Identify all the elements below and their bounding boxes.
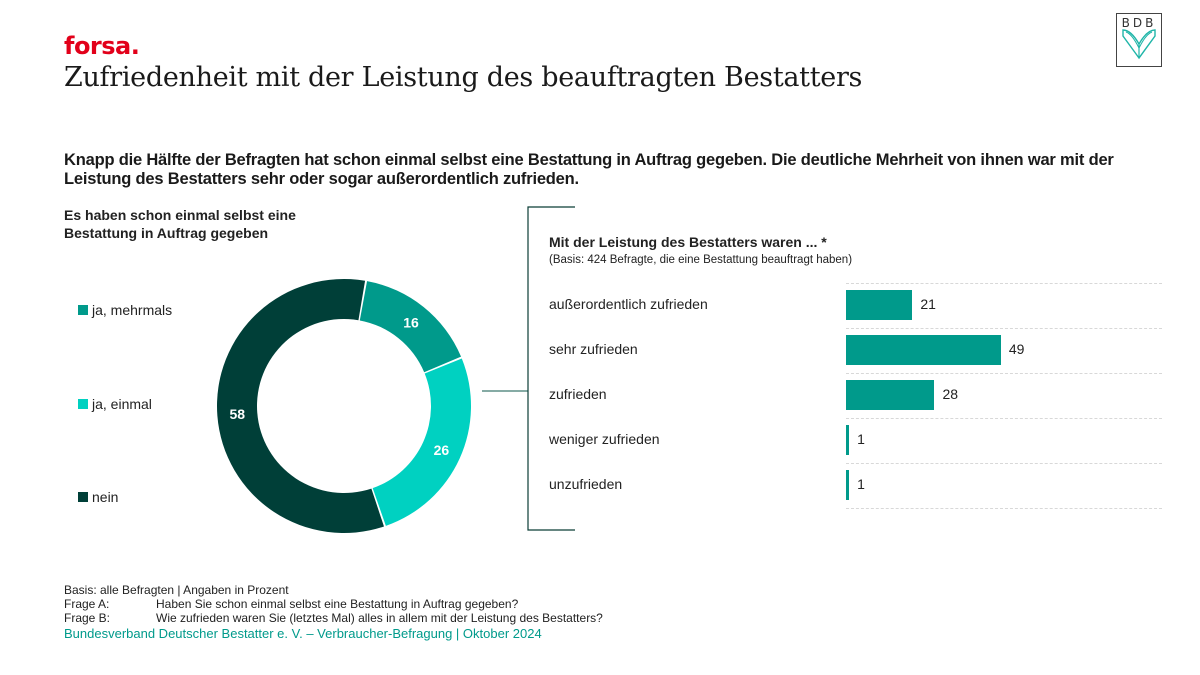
bar-category-label: unzufrieden xyxy=(549,476,623,492)
question-text: Wie zufrieden waren Sie (letztes Mal) al… xyxy=(156,611,603,625)
bar-value-label: 21 xyxy=(920,296,936,312)
question-key: Frage B: xyxy=(64,611,111,625)
bar-category-label: weniger zufrieden xyxy=(549,431,660,447)
forsa-logo: forsa. xyxy=(64,32,140,60)
donut-value-label: 26 xyxy=(434,442,450,458)
bar-category-label: zufrieden xyxy=(549,386,607,402)
gridline xyxy=(846,463,1162,464)
legend-swatch xyxy=(78,492,88,502)
bdb-logo: BDB xyxy=(1116,13,1162,67)
gridline xyxy=(846,373,1162,374)
source-note: Bundesverband Deutscher Bestatter e. V. … xyxy=(64,626,542,641)
bar-value-label: 49 xyxy=(1008,341,1025,357)
legend-label: ja, mehrmals xyxy=(92,302,173,318)
bar xyxy=(846,470,850,500)
bar-chart-title: Mit der Leistung des Bestatters waren ..… xyxy=(549,234,827,250)
gridline xyxy=(846,418,1162,419)
question-key: Frage A: xyxy=(64,597,110,611)
gridline xyxy=(846,328,1162,329)
bar-value-label: 1 xyxy=(857,476,865,492)
page-title: Zufriedenheit mit der Leistung des beauf… xyxy=(64,62,863,93)
donut-segment-nein xyxy=(216,278,384,533)
bdb-book-icon: BDB xyxy=(1122,16,1157,60)
donut-value-label: 58 xyxy=(230,406,246,422)
donut-segment-ja-mehrmals xyxy=(359,281,462,373)
bar xyxy=(846,380,935,410)
gridline xyxy=(846,508,1162,509)
question-text: Haben Sie schon einmal selbst eine Besta… xyxy=(156,597,519,611)
headline: Knapp die Hälfte der Befragten hat schon… xyxy=(64,151,1114,188)
donut-segment-ja-einmal xyxy=(372,358,471,526)
bar xyxy=(846,425,850,455)
legend-item-ja-mehrmals: ja, mehrmals xyxy=(78,302,172,318)
footer-question-b: Frage B: Wie zufrieden waren Sie (letzte… xyxy=(64,611,603,625)
gridline xyxy=(846,283,1162,284)
footer-notes: Basis: alle Befragten | Angaben in Proze… xyxy=(64,583,603,625)
bar xyxy=(846,335,1001,365)
legend-swatch xyxy=(78,305,88,315)
donut-title: Es haben schon einmal selbst eine Bestat… xyxy=(64,207,296,241)
legend-label: nein xyxy=(92,489,119,505)
bar-category-label: außerordentlich zufrieden xyxy=(549,296,708,312)
legend-item-ja-einmal: ja, einmal xyxy=(78,396,152,412)
footer-basis: Basis: alle Befragten | Angaben in Proze… xyxy=(64,583,289,597)
bar-category-label: sehr zufrieden xyxy=(549,341,638,357)
bar xyxy=(846,290,913,320)
logo-text: BDB xyxy=(1122,16,1157,30)
legend-item-nein: nein xyxy=(78,489,118,505)
footer-question-a: Frage A: Haben Sie schon einmal selbst e… xyxy=(64,597,603,611)
bar-chart-subtitle: (Basis: 424 Befragte, die eine Bestattun… xyxy=(549,254,853,266)
donut-value-label: 16 xyxy=(403,315,419,331)
bar-value-label: 28 xyxy=(942,386,959,402)
bar-value-label: 1 xyxy=(857,431,865,447)
legend-label: ja, einmal xyxy=(92,396,152,412)
legend-swatch xyxy=(78,399,88,409)
